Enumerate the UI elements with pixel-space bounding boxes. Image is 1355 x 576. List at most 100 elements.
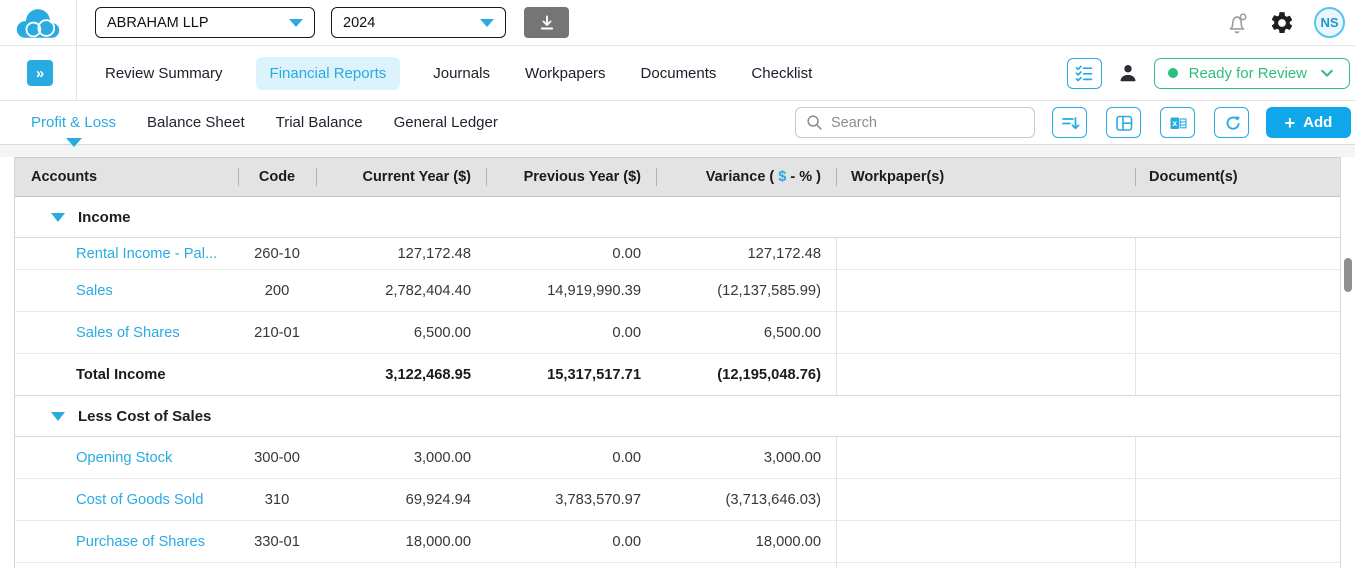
download-button[interactable]	[524, 7, 569, 38]
nav-divider	[76, 46, 77, 100]
account-link[interactable]: Rental Income - Pal...	[76, 245, 218, 262]
review-checklist-button[interactable]	[1066, 57, 1102, 89]
report-tab-general-ledger[interactable]: General Ledger	[393, 114, 498, 131]
entity-select[interactable]: ABRAHAM LLP	[95, 7, 315, 38]
status-dropdown[interactable]: Ready for Review	[1153, 57, 1350, 89]
refresh-icon	[1226, 115, 1240, 130]
column-header-current-year[interactable]: Current Year ($)	[316, 158, 486, 196]
variance-cell: (12,137,585.99)	[717, 282, 821, 299]
download-icon	[540, 15, 553, 29]
search-box	[795, 107, 1035, 138]
previous-cell: 0.00	[612, 533, 641, 550]
current-cell: 2,782,404.40	[385, 282, 471, 299]
column-header-accounts[interactable]: Accounts	[31, 169, 98, 185]
code-cell: 330-01	[254, 533, 300, 550]
notifications-button[interactable]	[1224, 10, 1250, 36]
assignee-button[interactable]	[1117, 62, 1139, 84]
previous-cell: 0.00	[612, 449, 641, 466]
account-cell: Purchase of Shares	[15, 521, 238, 562]
sort-descending-icon	[1061, 116, 1079, 129]
add-button[interactable]: + Add	[1266, 107, 1351, 138]
nav-tab-workpapers[interactable]: Workpapers	[524, 64, 606, 82]
sort-button[interactable]	[1052, 107, 1087, 138]
variance-cell: 6,500.00	[763, 324, 821, 341]
account-cell: Rental Income - Pal...	[15, 238, 238, 269]
nav-tab-checklist[interactable]: Checklist	[751, 64, 813, 82]
code-cell	[238, 354, 316, 395]
column-header-workpapers[interactable]: Workpaper(s)	[836, 158, 1135, 196]
report-tab-trial-balance[interactable]: Trial Balance	[275, 114, 363, 131]
previous-cell: 0.00	[612, 324, 641, 341]
plus-icon: +	[1284, 112, 1296, 133]
search-input[interactable]	[831, 114, 1011, 131]
settings-button[interactable]	[1269, 10, 1295, 36]
layout-columns-button[interactable]	[1106, 107, 1141, 138]
current-cell: 3,000.00	[413, 449, 471, 466]
column-header-documents[interactable]: Document(s)	[1135, 158, 1340, 196]
report-tab-balance-sheet[interactable]: Balance Sheet	[147, 114, 245, 131]
workpapers-cell[interactable]	[836, 437, 1135, 478]
table-row: Purchase of Shares 330-01 18,000.00 0.00 18,…	[15, 521, 1340, 563]
documents-cell[interactable]	[1135, 238, 1340, 269]
account-link[interactable]: Sales	[76, 282, 113, 299]
documents-cell[interactable]	[1135, 521, 1340, 562]
current-cell: 6,500.00	[413, 324, 471, 341]
layout-columns-icon	[1115, 115, 1132, 131]
table-row: Rental Income - Pal... 260-10 127,172.48 0.…	[15, 238, 1340, 270]
variance-cell: 18,000.00	[755, 533, 821, 550]
account-link[interactable]: Opening Stock	[76, 449, 173, 466]
user-avatar[interactable]: NS	[1314, 7, 1345, 38]
workpapers-cell[interactable]	[836, 312, 1135, 353]
code-cell: 300-00	[254, 449, 300, 466]
nav-tab-review-summary[interactable]: Review Summary	[105, 64, 223, 82]
chevron-down-icon	[480, 18, 494, 27]
workpapers-cell[interactable]	[836, 479, 1135, 520]
variance-cell: 3,000.00	[763, 449, 821, 466]
previous-cell: 14,919,990.39	[547, 282, 641, 299]
year-select[interactable]: 2024	[331, 7, 506, 38]
documents-cell[interactable]	[1135, 437, 1340, 478]
workpapers-cell[interactable]	[836, 354, 1135, 395]
account-link[interactable]: Cost of Goods Sold	[76, 491, 204, 508]
entity-select-value: ABRAHAM LLP	[107, 14, 209, 31]
nav-tab-financial-reports[interactable]: Financial Reports	[255, 56, 401, 90]
gear-icon	[1271, 11, 1293, 33]
top-bar: ABRAHAM LLP 2024 NS	[0, 0, 1355, 46]
refresh-button[interactable]	[1214, 107, 1249, 138]
collapse-triangle-icon[interactable]	[51, 212, 65, 222]
workpapers-cell[interactable]	[836, 521, 1135, 562]
collapse-triangle-icon[interactable]	[51, 411, 65, 421]
vertical-scrollbar-thumb[interactable]	[1344, 258, 1352, 292]
nav-tab-journals[interactable]: Journals	[433, 64, 490, 82]
documents-cell[interactable]	[1135, 312, 1340, 353]
profit-loss-table: Accounts Code Current Year ($) Previous …	[14, 157, 1341, 568]
expand-sidebar-button[interactable]: »	[27, 60, 53, 86]
column-header-previous-year[interactable]: Previous Year ($)	[486, 158, 656, 196]
table-row: Cost of Goods Sold 310 69,924.94 3,783,570.…	[15, 479, 1340, 521]
documents-cell[interactable]	[1135, 270, 1340, 311]
documents-cell[interactable]	[1135, 354, 1340, 395]
variance-dollar-toggle[interactable]: $	[778, 169, 787, 185]
code-cell: 210-01	[254, 324, 300, 341]
svg-text:x: x	[1172, 118, 1177, 128]
column-header-code[interactable]: Code	[238, 158, 316, 196]
documents-cell[interactable]	[1135, 479, 1340, 520]
nav-tab-documents[interactable]: Documents	[640, 64, 717, 82]
table-row: Sales 200 2,782,404.40 14,919,990.39 (12,137…	[15, 270, 1340, 312]
export-excel-button[interactable]: x	[1160, 107, 1195, 138]
workpapers-cell[interactable]	[836, 238, 1135, 269]
excel-icon: x	[1170, 117, 1187, 129]
report-tab-profit-loss[interactable]: Profit & Loss	[31, 114, 117, 131]
account-link[interactable]: Purchase of Shares	[76, 533, 205, 550]
column-header-variance[interactable]: Variance ( $ - % )	[656, 158, 836, 196]
nav-right-controls: Ready for Review	[1066, 57, 1355, 89]
account-cell: Sales of Shares	[15, 312, 238, 353]
workpapers-cell[interactable]	[836, 270, 1135, 311]
current-cell: 18,000.00	[405, 533, 471, 550]
account-cell: Opening Stock	[15, 437, 238, 478]
total-row: Total Income 3,122,468.95 15,317,517.71 (12…	[15, 354, 1340, 396]
table-row-partial	[15, 563, 1340, 568]
account-link[interactable]: Sales of Shares	[76, 324, 180, 341]
variance-cell: 127,172.48	[747, 245, 821, 262]
total-label: Total Income	[76, 366, 166, 383]
